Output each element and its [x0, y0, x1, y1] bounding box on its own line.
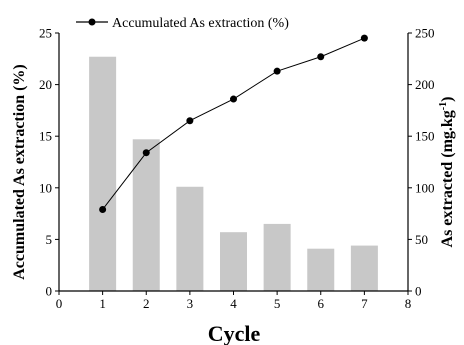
y-right-label-main: As extracted (mg.kg [439, 110, 456, 247]
y-left-axis-title: Accumulated As extraction (%) [11, 64, 28, 280]
x-tick-label-1: 1 [99, 296, 106, 311]
bar-cycle-1 [89, 56, 117, 292]
x-tick-label-6: 6 [318, 296, 325, 311]
y-right-tick-label-200: 200 [415, 77, 435, 92]
bar-series [89, 56, 378, 292]
y-right-axis-title: As extracted (mg.kg-1) [438, 97, 456, 248]
y-right-tick-label-250: 250 [415, 26, 435, 41]
y-left-tick-label-5: 5 [46, 232, 53, 247]
bar-cycle-6 [307, 248, 335, 291]
x-tick-label-8: 8 [405, 296, 412, 311]
point-cycle-3 [186, 117, 194, 125]
legend-label: Accumulated As extraction (%) [112, 16, 289, 31]
bar-cycle-3 [176, 186, 204, 291]
y-left-tick-label-10: 10 [39, 180, 52, 195]
point-cycle-1 [99, 205, 107, 213]
x-axis-title: Cycle [208, 321, 261, 345]
y-left-tick-label-25: 25 [39, 26, 52, 41]
bar-cycle-4 [220, 232, 247, 291]
x-tick-label-0: 0 [56, 296, 63, 311]
legend-marker [88, 18, 96, 26]
y-right-label-sup: -1 [438, 102, 449, 110]
y-right-tick-label-100: 100 [415, 180, 435, 195]
point-cycle-7 [360, 34, 368, 42]
bar-cycle-5 [263, 223, 291, 291]
y-left-tick-label-15: 15 [39, 129, 52, 144]
y-right-tick-label-50: 50 [415, 232, 428, 247]
y-right-tick-label-0: 0 [415, 284, 422, 299]
point-cycle-2 [142, 149, 150, 157]
x-tick-label-5: 5 [274, 296, 281, 311]
line-series [99, 34, 368, 213]
point-cycle-4 [230, 95, 237, 103]
x-tick-label-4: 4 [230, 296, 237, 311]
y-left-tick-label-0: 0 [46, 284, 53, 299]
bar-cycle-2 [132, 139, 160, 291]
y-right-tick-label-150: 150 [415, 129, 435, 144]
y-left-tick-label-20: 20 [39, 77, 52, 92]
bar-cycle-7 [350, 245, 378, 291]
x-tick-label-7: 7 [361, 296, 368, 311]
legend: Accumulated As extraction (%) [76, 16, 289, 31]
y-right-label-close: ) [439, 97, 456, 102]
x-tick-label-3: 3 [187, 296, 194, 311]
point-cycle-6 [317, 53, 325, 61]
x-tick-label-2: 2 [143, 296, 150, 311]
point-cycle-5 [273, 67, 281, 75]
